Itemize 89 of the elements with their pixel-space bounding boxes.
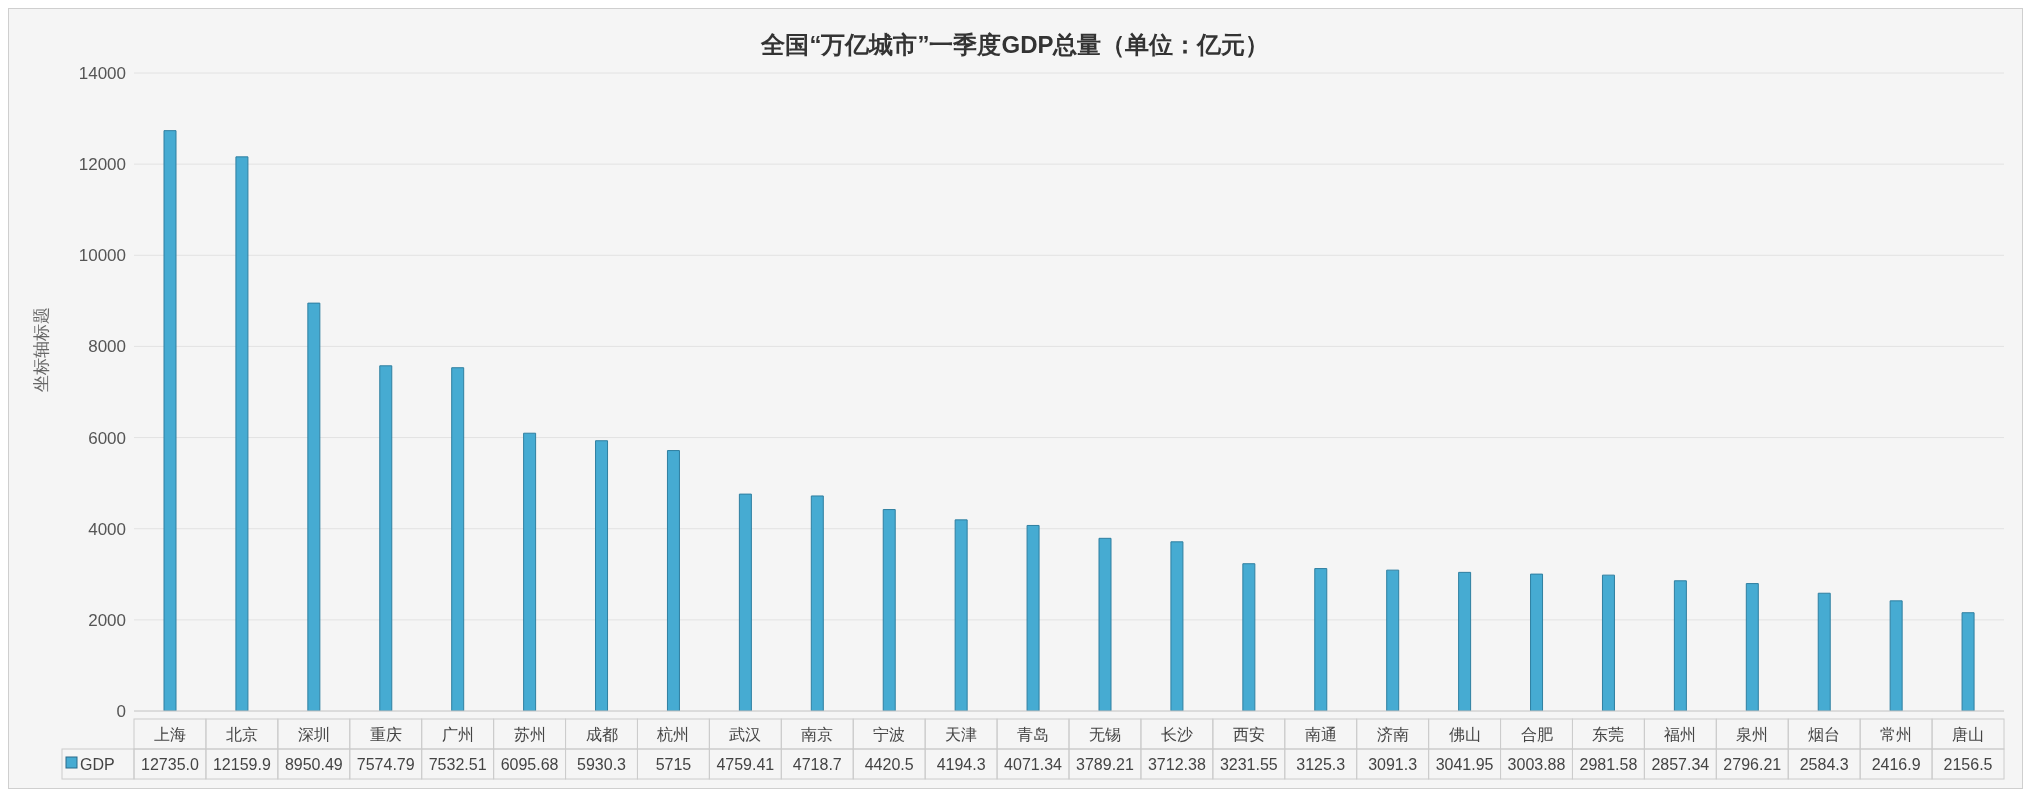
chart-title: 全国“万亿城市”一季度GDP总量（单位：亿元） xyxy=(760,30,1271,60)
data-label: 12159.9 xyxy=(212,756,271,773)
x-tick-label: 重庆 xyxy=(369,725,402,744)
x-tick-label: 东莞 xyxy=(1592,725,1625,744)
data-label: 2584.3 xyxy=(1799,756,1849,773)
data-label: 4420.5 xyxy=(864,756,914,773)
x-tick-label: 烟台 xyxy=(1808,725,1841,744)
bar xyxy=(451,367,465,711)
data-label: 5930.3 xyxy=(577,756,627,773)
x-tick-label: 天津 xyxy=(945,725,978,744)
bar xyxy=(379,365,393,711)
bar xyxy=(1170,541,1184,711)
x-tick-label: 杭州 xyxy=(656,725,690,744)
data-label: 3712.38 xyxy=(1147,756,1206,773)
x-tick-label: 福州 xyxy=(1664,725,1697,744)
bar xyxy=(954,519,968,711)
data-label: 2857.34 xyxy=(1651,756,1710,773)
data-label: 2981.58 xyxy=(1579,756,1638,773)
y-tick-label: 2000 xyxy=(88,610,126,630)
data-label: 2156.5 xyxy=(1943,756,1993,773)
bar xyxy=(1745,583,1759,711)
x-tick-label: 深圳 xyxy=(297,725,330,744)
data-label: 3231.55 xyxy=(1219,756,1278,773)
y-tick-label: 10000 xyxy=(78,246,126,266)
data-label: 4759.41 xyxy=(716,756,775,773)
data-label: 5715 xyxy=(655,756,692,773)
bar xyxy=(1386,569,1400,711)
bar xyxy=(595,440,609,711)
y-axis-title: 坐标轴标题 xyxy=(31,307,52,392)
x-tick-label: 武汉 xyxy=(729,725,762,744)
x-tick-label: 唐山 xyxy=(1952,725,1985,744)
x-tick-label: 南京 xyxy=(801,725,834,744)
x-tick-label: 泉州 xyxy=(1736,725,1769,744)
bar xyxy=(1817,592,1831,711)
y-tick-label: 14000 xyxy=(78,64,126,84)
data-label: 6095.68 xyxy=(500,756,559,773)
x-tick-label: 常州 xyxy=(1880,725,1913,744)
data-label: 3125.3 xyxy=(1296,756,1346,773)
bar xyxy=(810,495,824,711)
legend-label: GDP xyxy=(80,756,115,773)
bar xyxy=(1601,574,1615,711)
bar xyxy=(1961,612,1975,711)
x-tick-label: 上海 xyxy=(153,725,186,744)
x-tick-label: 南通 xyxy=(1304,725,1337,744)
bar xyxy=(738,493,752,711)
bar xyxy=(666,450,680,711)
data-label: 2796.21 xyxy=(1723,756,1782,773)
data-label: 12735.0 xyxy=(141,756,199,773)
bar xyxy=(1458,571,1472,711)
data-label: 8950.49 xyxy=(284,756,343,773)
bar xyxy=(307,302,321,711)
data-label: 4194.3 xyxy=(936,756,986,773)
data-label: 4718.7 xyxy=(792,756,842,773)
data-label: 7532.51 xyxy=(428,756,487,773)
bar xyxy=(523,432,537,711)
x-tick-label: 宁波 xyxy=(873,725,906,744)
bar xyxy=(235,156,249,711)
data-label: 4071.34 xyxy=(1004,756,1063,773)
bar xyxy=(1242,563,1256,711)
data-label: 3003.88 xyxy=(1507,756,1566,773)
x-tick-label: 长沙 xyxy=(1160,725,1193,744)
bar xyxy=(163,130,177,711)
x-tick-label: 济南 xyxy=(1376,725,1409,744)
x-tick-label: 佛山 xyxy=(1448,725,1481,744)
x-tick-label: 无锡 xyxy=(1088,725,1121,744)
bar xyxy=(1530,573,1544,711)
data-label: 7574.79 xyxy=(356,756,415,773)
x-tick-label: 青岛 xyxy=(1017,725,1050,744)
x-tick-label: 合肥 xyxy=(1520,725,1553,744)
bar xyxy=(1098,537,1112,711)
y-tick-label: 0 xyxy=(116,702,126,722)
y-tick-label: 4000 xyxy=(88,519,126,539)
bar xyxy=(1673,580,1687,711)
x-tick-label: 北京 xyxy=(225,725,258,744)
y-tick-label: 12000 xyxy=(78,155,126,175)
bar xyxy=(1889,600,1903,711)
x-tick-label: 苏州 xyxy=(513,725,546,744)
data-label: 3789.21 xyxy=(1076,756,1134,773)
x-tick-label: 成都 xyxy=(585,725,618,744)
bar xyxy=(882,509,896,711)
data-label: 3041.95 xyxy=(1435,756,1494,773)
x-tick-label: 西安 xyxy=(1232,725,1265,744)
x-tick-label: 广州 xyxy=(441,725,474,744)
data-label: 2416.9 xyxy=(1871,756,1921,773)
y-tick-label: 8000 xyxy=(88,337,126,357)
bar xyxy=(1314,568,1328,711)
data-label: 3091.3 xyxy=(1368,756,1418,773)
y-tick-label: 6000 xyxy=(88,428,126,448)
bar xyxy=(1026,524,1040,711)
